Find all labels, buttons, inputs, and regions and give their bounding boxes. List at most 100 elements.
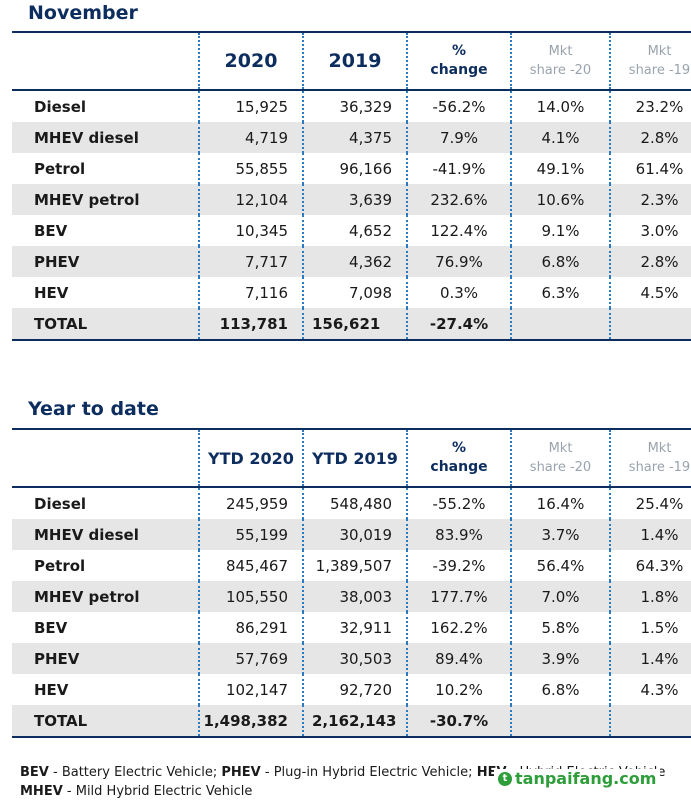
leaf-logo-icon: t xyxy=(498,771,512,786)
table-row: Diesel 15,925 36,329 -56.2% 14.0% 23.2% xyxy=(12,90,691,122)
mkt-label: Mkt xyxy=(647,441,672,456)
share-20-value: 6.8% xyxy=(510,674,610,705)
total-label: TOTAL xyxy=(34,314,88,333)
pct-change-value: 162.2% xyxy=(406,612,511,643)
share-20-value: 4.1% xyxy=(510,122,610,153)
column-header-previous-year: 2019 xyxy=(302,32,407,90)
table-row: MHEV diesel 55,199 30,019 83.9% 3.7% 1.4% xyxy=(12,519,691,550)
abbreviation-description: - Battery Electric Vehicle; xyxy=(48,765,222,780)
row-label-cell: HEV xyxy=(12,674,199,705)
column-header-share-20: Mkt share -20 xyxy=(510,32,610,90)
pct-symbol: % xyxy=(451,43,467,59)
november-table-section: 2020 2019% change Mkt share -20 Mkt share -19 D… xyxy=(12,31,691,341)
share-19-value: 1.4% xyxy=(609,643,691,674)
fuel-type-label: MHEV diesel xyxy=(34,525,139,544)
share-19-value: 23.2% xyxy=(609,90,691,122)
current-year-value: 845,467 xyxy=(198,550,303,581)
share-20-value: 49.1% xyxy=(510,153,610,184)
fuel-type-label: MHEV diesel xyxy=(34,128,139,147)
share-19-value: 1.8% xyxy=(609,581,691,612)
column-header-share-19: Mkt share -19 xyxy=(609,429,691,487)
pct-change-value: 122.4% xyxy=(406,215,511,246)
abbreviation-description: - Plug-in Hybrid Electric Vehicle; xyxy=(260,765,477,780)
share-20-value: 6.8% xyxy=(510,246,610,277)
fuel-type-label: Diesel xyxy=(34,494,87,513)
previous-year-value: 30,503 xyxy=(302,643,407,674)
row-label-cell: BEV xyxy=(12,215,199,246)
header-blank-cell xyxy=(12,429,199,487)
row-label-cell: MHEV diesel xyxy=(12,519,199,550)
share-19-value: 4.5% xyxy=(609,277,691,308)
share-19-value: 2.8% xyxy=(609,246,691,277)
current-year-label: YTD 2020 xyxy=(208,448,294,468)
pct-change-value: 83.9% xyxy=(406,519,511,550)
share-20-value: 56.4% xyxy=(510,550,610,581)
fuel-type-label: PHEV xyxy=(34,252,80,271)
current-year-value: 57,769 xyxy=(198,643,303,674)
column-header-pct-change: % change xyxy=(406,32,511,90)
total-share-20-blank xyxy=(510,308,610,340)
share-20-value: 14.0% xyxy=(510,90,610,122)
ytd-table: YTD 2020 YTD 2019% change Mkt share -20 Mkt sh… xyxy=(12,428,691,738)
row-label-cell: Diesel xyxy=(12,90,199,122)
total-previous-year: 156,621 xyxy=(302,308,407,340)
column-header-current-year: YTD 2020 xyxy=(198,429,303,487)
fuel-type-label: BEV xyxy=(34,221,68,240)
previous-year-value: 3,639 xyxy=(302,184,407,215)
current-year-value: 105,550 xyxy=(198,581,303,612)
pct-change-value: 89.4% xyxy=(406,643,511,674)
total-label-cell: TOTAL xyxy=(12,705,199,737)
table-row: PHEV 57,769 30,503 89.4% 3.9% 1.4% xyxy=(12,643,691,674)
previous-year-value: 36,329 xyxy=(302,90,407,122)
row-label-cell: MHEV petrol xyxy=(12,581,199,612)
header-row: YTD 2020 YTD 2019% change Mkt share -20 Mkt sh… xyxy=(12,429,691,487)
share-20-label: share -20 xyxy=(529,63,592,78)
mkt-label: Mkt xyxy=(647,44,672,59)
row-label-cell: PHEV xyxy=(12,246,199,277)
total-label-cell: TOTAL xyxy=(12,308,199,340)
abbreviation-description: - Mild Hybrid Electric Vehicle xyxy=(62,784,253,799)
table-row: Diesel 245,959 548,480 -55.2% 16.4% 25.4% xyxy=(12,487,691,519)
mkt-label: Mkt xyxy=(548,44,573,59)
previous-year-value: 4,652 xyxy=(302,215,407,246)
previous-year-label: YTD 2019 xyxy=(312,448,398,468)
share-20-value: 3.9% xyxy=(510,643,610,674)
share-19-value: 1.4% xyxy=(609,519,691,550)
abbreviation: BEV xyxy=(20,765,49,780)
previous-year-value: 30,019 xyxy=(302,519,407,550)
november-title: November xyxy=(28,2,138,24)
total-share-19-blank xyxy=(609,308,691,340)
share-19-value: 2.3% xyxy=(609,184,691,215)
legend-line-2: MHEV - Mild Hybrid Electric Vehicle xyxy=(20,782,665,801)
row-label-cell: MHEV petrol xyxy=(12,184,199,215)
watermark-text: tanpaifang.com xyxy=(515,769,657,788)
current-year-value: 15,925 xyxy=(198,90,303,122)
pct-change-word: change xyxy=(430,459,488,475)
total-current-year: 113,781 xyxy=(198,308,303,340)
pct-change-value: -39.2% xyxy=(406,550,511,581)
previous-year-value: 7,098 xyxy=(302,277,407,308)
column-header-pct-change: % change xyxy=(406,429,511,487)
pct-change-value: 10.2% xyxy=(406,674,511,705)
share-20-value: 9.1% xyxy=(510,215,610,246)
abbreviation-legend: BEV - Battery Electric Vehicle; PHEV - P… xyxy=(20,763,665,801)
total-share-19-blank xyxy=(609,705,691,737)
fuel-type-label: MHEV petrol xyxy=(34,587,140,606)
current-year-value: 86,291 xyxy=(198,612,303,643)
pct-change-value: 0.3% xyxy=(406,277,511,308)
fuel-type-label: HEV xyxy=(34,283,69,302)
row-label-cell: Petrol xyxy=(12,550,199,581)
previous-year-value: 96,166 xyxy=(302,153,407,184)
table-row: BEV 10,345 4,652 122.4% 9.1% 3.0% xyxy=(12,215,691,246)
share-20-value: 10.6% xyxy=(510,184,610,215)
column-header-previous-year: YTD 2019 xyxy=(302,429,407,487)
share-20-value: 6.3% xyxy=(510,277,610,308)
current-year-value: 12,104 xyxy=(198,184,303,215)
column-header-share-19: Mkt share -19 xyxy=(609,32,691,90)
pct-change-value: -55.2% xyxy=(406,487,511,519)
table-row: MHEV diesel 4,719 4,375 7.9% 4.1% 2.8% xyxy=(12,122,691,153)
watermark-logo: t tanpaifang.com xyxy=(494,769,661,788)
current-year-value: 55,855 xyxy=(198,153,303,184)
current-year-value: 7,717 xyxy=(198,246,303,277)
table-row: PHEV 7,717 4,362 76.9% 6.8% 2.8% xyxy=(12,246,691,277)
